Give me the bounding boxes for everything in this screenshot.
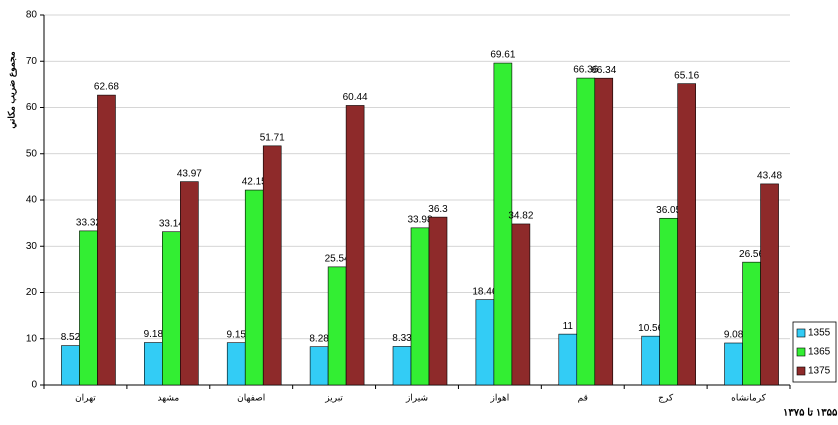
bar (724, 342, 743, 386)
bar (677, 83, 696, 386)
y-tick-label: 50 (26, 148, 38, 159)
bar (309, 346, 329, 386)
bar (180, 181, 199, 386)
x-tick-label: اهواز (490, 392, 510, 403)
legend-label: 1365 (808, 347, 831, 358)
bar (410, 227, 430, 386)
x-tick-label: قم (578, 392, 588, 403)
bar (244, 189, 264, 386)
data-label: 8.28 (309, 333, 329, 344)
y-tick-label: 40 (26, 195, 38, 206)
data-label: 18.46 (472, 286, 497, 297)
data-label: 33.32 (76, 218, 101, 229)
bar (576, 77, 596, 386)
data-label: 66.36 (573, 65, 598, 76)
legend-label: 1375 (808, 366, 831, 377)
bar (61, 345, 80, 386)
bar (262, 145, 282, 386)
y-tick-label: 60 (26, 102, 38, 113)
y-tick-label: 80 (26, 10, 38, 21)
data-label: 9.18 (144, 329, 164, 340)
data-label: 43.97 (177, 168, 202, 179)
data-label: 51.71 (260, 132, 285, 143)
legend-swatch (796, 328, 806, 338)
data-label: 65.16 (674, 70, 699, 81)
data-label: 9.08 (724, 330, 744, 341)
bar (558, 333, 578, 386)
y-tick-label: 20 (26, 287, 38, 298)
data-label: 36.3 (428, 204, 448, 215)
bar (97, 94, 116, 386)
data-label: 43.48 (757, 171, 782, 182)
bar (79, 230, 98, 386)
x-tick-label: تبریز (324, 392, 343, 403)
bar (144, 342, 163, 386)
x-tick-label: شیراز (405, 392, 428, 403)
legend-swatch (796, 366, 806, 376)
y-tick-label: 30 (26, 241, 38, 252)
data-label: 42.15 (242, 177, 267, 188)
bar (327, 266, 347, 386)
y-tick-label: 10 (26, 333, 38, 344)
data-label: 11 (563, 321, 574, 332)
x-tick-label: مشهد (157, 392, 179, 403)
bar (511, 223, 531, 386)
x-tick-label: کرج (658, 392, 674, 403)
y-tick-label: 70 (26, 56, 38, 67)
data-label: 33.98 (407, 214, 432, 225)
bar (594, 77, 614, 386)
data-label: 33.14 (159, 218, 184, 229)
bar (392, 346, 412, 386)
x-tick-label: اصفهان (237, 392, 265, 403)
y-tick-label: 0 (31, 380, 37, 391)
data-label: 25.54 (325, 254, 350, 265)
data-label: 69.61 (490, 50, 515, 61)
data-label: 62.68 (94, 82, 119, 93)
x-tick-label: کرمانشاه (731, 392, 767, 403)
bar (475, 299, 495, 386)
bar (641, 335, 660, 386)
data-label: 8.33 (392, 333, 412, 344)
data-label: 60.44 (343, 92, 368, 103)
caption: نمودار(۱) میزان تمرکز اشتغال در متروپلها… (783, 408, 838, 419)
bar (659, 217, 678, 386)
data-label: 66.34 (591, 65, 616, 76)
x-tick-label: تهران (75, 392, 96, 403)
data-label: 9.15 (226, 329, 246, 340)
data-label: 36.05 (656, 205, 681, 216)
bar (345, 105, 365, 386)
data-label: 26.56 (739, 249, 764, 260)
y-axis-label: مجموع ضريب مكاني (6, 51, 17, 129)
bar (162, 231, 181, 386)
data-label: 10.56 (638, 323, 663, 334)
bar (428, 216, 448, 386)
data-label: 8.52 (61, 332, 81, 343)
legend-label: 1355 (808, 328, 831, 339)
data-label: 34.82 (508, 211, 533, 222)
bar (742, 261, 761, 386)
bar (493, 62, 513, 386)
legend-swatch (796, 347, 806, 357)
bar (760, 183, 779, 386)
bar (226, 342, 246, 386)
